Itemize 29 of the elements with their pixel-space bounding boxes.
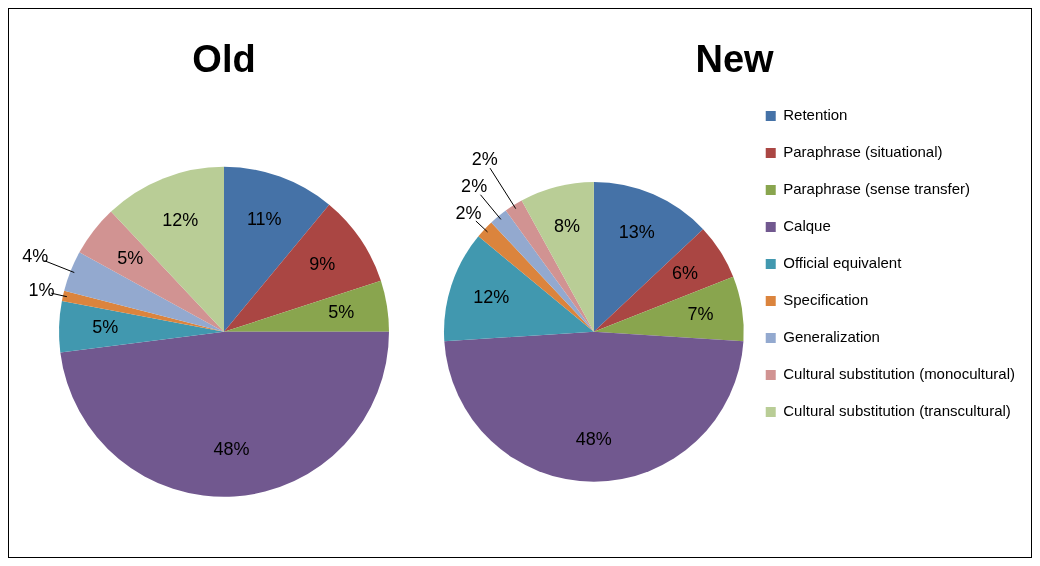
legend-label: Paraphrase (sense transfer) <box>783 180 970 198</box>
data-label: 13% <box>618 221 655 242</box>
data-label: 2% <box>471 148 498 169</box>
data-label: 9% <box>309 253 336 274</box>
data-label: 12% <box>473 287 510 308</box>
data-label: 1% <box>28 279 55 300</box>
legend-label: Cultural substitution (monocultural) <box>783 365 1016 383</box>
data-label: 2% <box>461 176 488 197</box>
data-label: 4% <box>22 246 49 267</box>
data-label: 5% <box>328 302 355 323</box>
data-label: 48% <box>575 428 612 449</box>
legend-label: Retention <box>783 106 848 124</box>
data-label: 2% <box>455 203 482 224</box>
legend-label: Cultural substitution (transcultural) <box>783 402 1011 420</box>
legend-label: Paraphrase (situational) <box>783 143 943 161</box>
data-label: 8% <box>554 216 581 237</box>
chart-title: Old <box>192 38 256 81</box>
data-label: 12% <box>162 210 199 231</box>
legend-label: Specification <box>783 291 869 309</box>
data-label: 48% <box>213 439 250 460</box>
data-label: 6% <box>671 262 698 283</box>
data-label: 5% <box>92 317 119 338</box>
legend-label: Calque <box>783 217 831 235</box>
legend-label: Generalization <box>783 328 880 346</box>
data-label: 11% <box>246 208 282 229</box>
chart-title: New <box>695 38 775 81</box>
data-label: 7% <box>687 303 714 324</box>
legend-label: Official equivalent <box>783 254 903 272</box>
data-label: 5% <box>117 247 144 268</box>
